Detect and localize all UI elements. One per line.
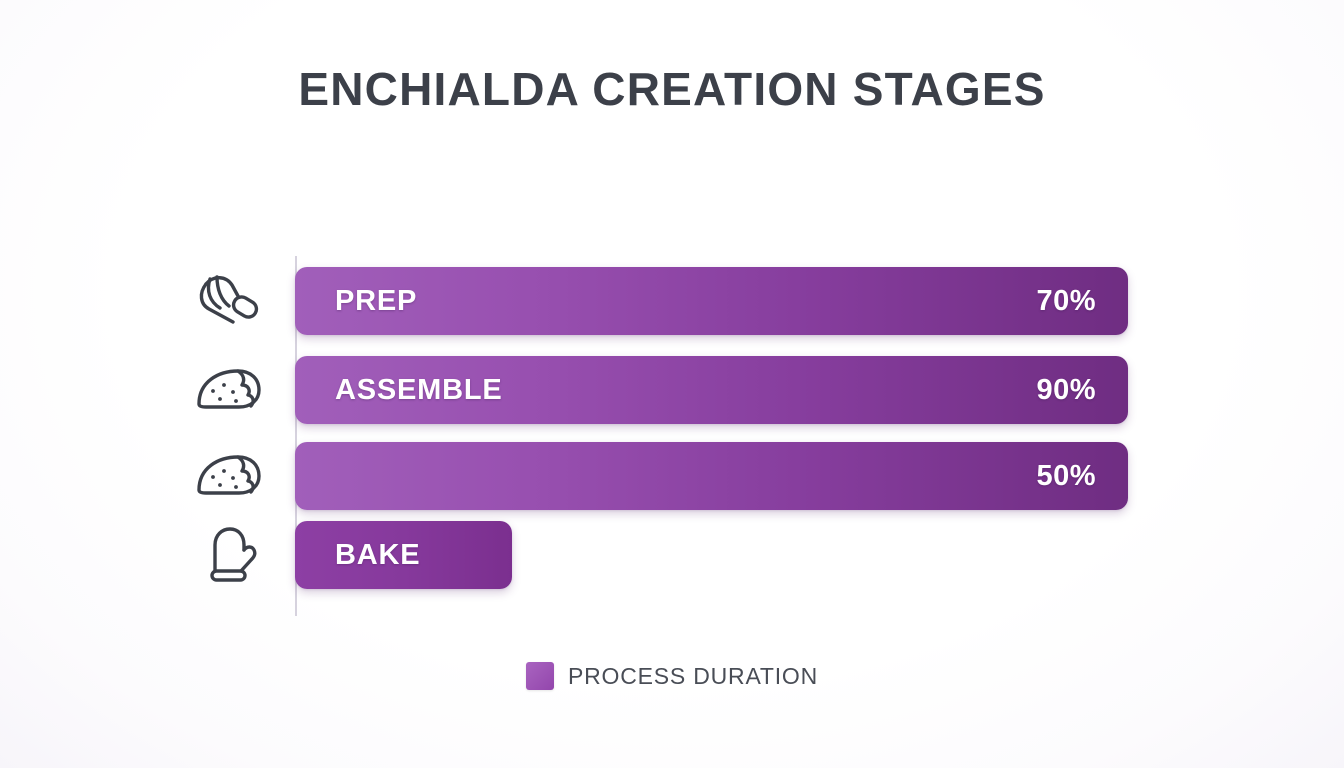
oven-mitt-icon bbox=[186, 524, 272, 586]
bar-assemble[interactable]: ASSEMBLE 90% bbox=[295, 356, 1128, 424]
page-title: ENCHIALDA CREATION STAGES bbox=[298, 63, 1046, 115]
bar-unlabeled[interactable]: 50% bbox=[295, 442, 1128, 510]
legend-label-process-duration: PROCESS DURATION bbox=[567, 662, 819, 689]
legend-swatch-process-duration bbox=[525, 662, 554, 690]
bar-label: ASSEMBLE bbox=[335, 373, 503, 406]
whisk-icon bbox=[186, 270, 272, 332]
bar-value: 70% bbox=[1036, 284, 1096, 317]
bar-label: BAKE bbox=[335, 538, 421, 571]
category-axis-line bbox=[295, 256, 297, 616]
taco-icon bbox=[186, 445, 272, 507]
taco-icon bbox=[186, 359, 272, 421]
chart-legend: PROCESS DURATION bbox=[0, 662, 1344, 690]
bar-prep[interactable]: PREP 70% bbox=[295, 267, 1128, 335]
bar-value: 50% bbox=[1036, 459, 1096, 492]
bar-value: 90% bbox=[1036, 373, 1096, 406]
bar-label: PREP bbox=[335, 284, 418, 317]
bar-bake[interactable]: BAKE bbox=[295, 521, 512, 589]
